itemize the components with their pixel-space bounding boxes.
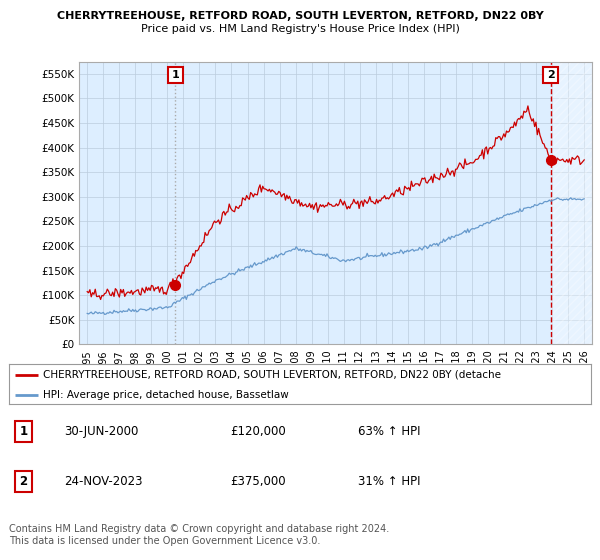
Text: 2: 2 xyxy=(547,70,554,80)
Text: 30-JUN-2000: 30-JUN-2000 xyxy=(64,424,139,438)
Text: 24-NOV-2023: 24-NOV-2023 xyxy=(64,475,143,488)
Text: 2: 2 xyxy=(19,475,28,488)
Text: Price paid vs. HM Land Registry's House Price Index (HPI): Price paid vs. HM Land Registry's House … xyxy=(140,24,460,34)
Bar xyxy=(552,62,592,344)
Text: 1: 1 xyxy=(172,70,179,80)
Text: HPI: Average price, detached house, Bassetlaw: HPI: Average price, detached house, Bass… xyxy=(43,390,289,400)
Text: £375,000: £375,000 xyxy=(230,475,286,488)
Text: 1: 1 xyxy=(19,424,28,438)
Text: Contains HM Land Registry data © Crown copyright and database right 2024.: Contains HM Land Registry data © Crown c… xyxy=(9,524,389,534)
Text: 63% ↑ HPI: 63% ↑ HPI xyxy=(358,424,421,438)
Text: £120,000: £120,000 xyxy=(230,424,286,438)
Text: CHERRYTREEHOUSE, RETFORD ROAD, SOUTH LEVERTON, RETFORD, DN22 0BY: CHERRYTREEHOUSE, RETFORD ROAD, SOUTH LEV… xyxy=(56,11,544,21)
Text: CHERRYTREEHOUSE, RETFORD ROAD, SOUTH LEVERTON, RETFORD, DN22 0BY (detache: CHERRYTREEHOUSE, RETFORD ROAD, SOUTH LEV… xyxy=(43,370,501,380)
Text: This data is licensed under the Open Government Licence v3.0.: This data is licensed under the Open Gov… xyxy=(9,536,320,547)
Text: 31% ↑ HPI: 31% ↑ HPI xyxy=(358,475,421,488)
